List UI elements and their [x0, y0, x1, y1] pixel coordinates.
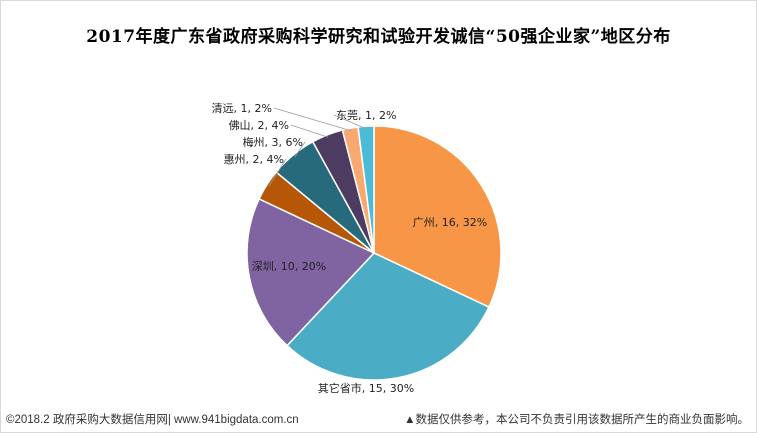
data-label-3: 深圳, 10, 20% [252, 260, 326, 273]
data-label-2: 其它省市, 15, 30% [318, 381, 414, 395]
pie-slice-8 [357, 125, 375, 254]
leader-line-7 [273, 107, 351, 132]
footer-disclaimer: ▲数据仅供参考，本公司不负责引用该数据所产生的商业负面影响。 [404, 414, 749, 426]
data-label-7: 清远, 1, 2% [212, 102, 272, 115]
data-label-5: 梅州, 3, 6% [243, 135, 303, 149]
leader-line-4 [268, 158, 287, 187]
leader-line-5 [294, 141, 306, 158]
pie-slice-2 [285, 252, 490, 381]
pie-slice-1 [373, 125, 502, 309]
leader-line-8 [333, 114, 367, 130]
leader-line-6 [290, 124, 329, 138]
data-label-6: 佛山, 2, 4% [229, 119, 289, 132]
footer-copyright: ©2018.2 政府采购大数据信用网| www.941bigdata.com.c… [6, 414, 299, 426]
data-label-8: 东莞, 1, 2% [336, 109, 396, 122]
data-label-1: 广州, 16, 32% [413, 216, 487, 229]
chart-title: 2017年度广东省政府采购科学研究和试验开发诚信“50强企业家”地区分布 [86, 27, 671, 47]
pie-slice-3 [246, 197, 376, 347]
data-label-4: 惠州, 2, 4% [224, 152, 284, 166]
